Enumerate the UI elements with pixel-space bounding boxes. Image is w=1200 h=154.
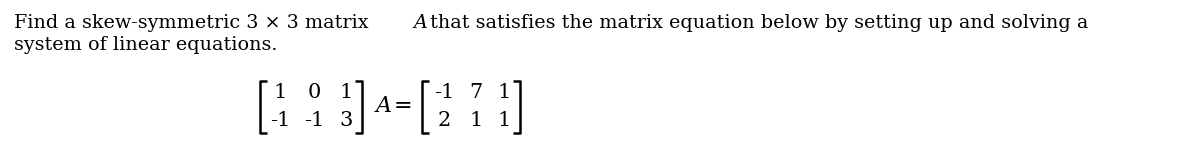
Text: -1: -1: [434, 83, 454, 103]
Text: 1: 1: [497, 111, 511, 130]
Text: that satisfies the matrix equation below by setting up and solving a: that satisfies the matrix equation below…: [424, 14, 1088, 32]
Text: 3: 3: [340, 111, 353, 130]
Text: =: =: [394, 95, 413, 117]
Text: 1: 1: [469, 111, 482, 130]
Text: -1: -1: [304, 111, 324, 130]
Text: 7: 7: [469, 83, 482, 103]
Text: 1: 1: [274, 83, 287, 103]
Text: -1: -1: [270, 111, 290, 130]
Text: A: A: [376, 95, 392, 117]
Text: 0: 0: [307, 83, 320, 103]
Text: system of linear equations.: system of linear equations.: [14, 36, 277, 54]
Text: Find a skew-symmetric 3 × 3 matrix: Find a skew-symmetric 3 × 3 matrix: [14, 14, 374, 32]
Text: 1: 1: [340, 83, 353, 103]
Text: 2: 2: [437, 111, 451, 130]
Text: A: A: [413, 14, 427, 32]
Text: 1: 1: [497, 83, 511, 103]
